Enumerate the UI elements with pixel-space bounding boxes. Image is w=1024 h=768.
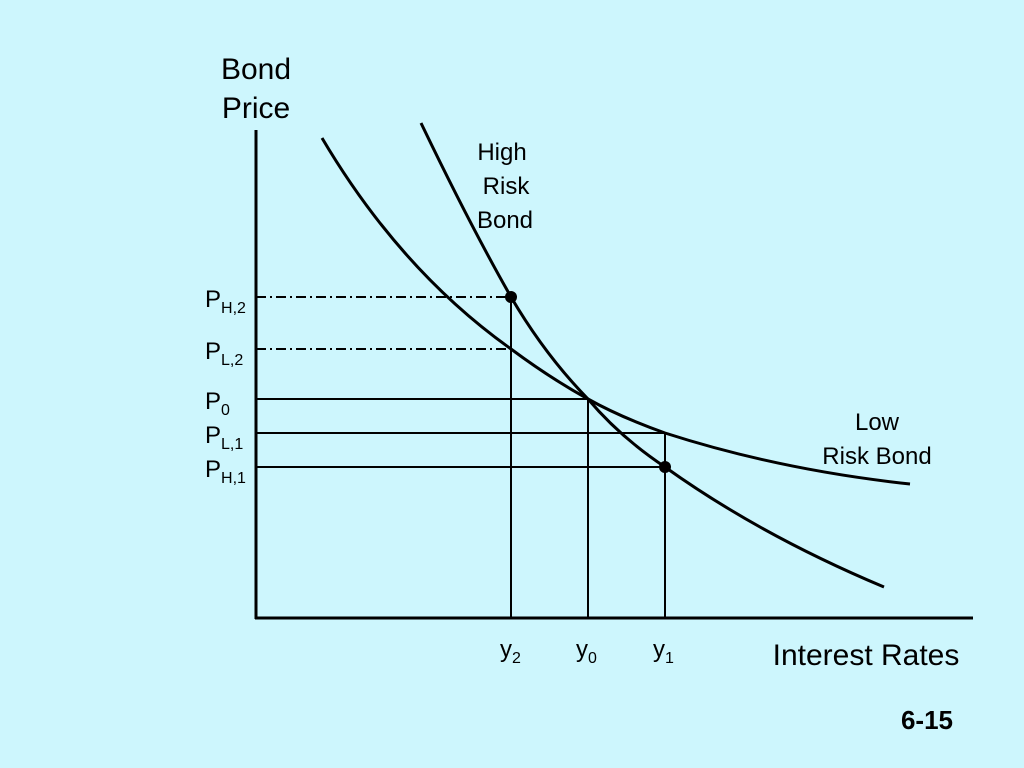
label-base: P: [205, 456, 221, 483]
label-base: y: [500, 636, 512, 663]
curve-label: Risk Bond: [822, 443, 931, 470]
label-base: P: [205, 388, 221, 415]
price-label: P0: [205, 388, 230, 419]
label-sub: 1: [665, 650, 674, 667]
curve-label: Low: [855, 409, 900, 436]
point: [659, 461, 671, 473]
rate-label: y0: [576, 636, 597, 667]
curve-label: Risk: [483, 173, 531, 200]
label-sub: H,1: [221, 470, 246, 487]
curve-label: High: [477, 139, 526, 166]
curve-label: Bond: [477, 207, 533, 234]
price-label: PL,1: [205, 422, 243, 453]
price-label: PL,2: [205, 338, 243, 369]
low-risk-curve: [320, 137, 911, 486]
label-base: P: [205, 338, 221, 365]
label-base: P: [205, 286, 221, 313]
label-base: y: [653, 636, 665, 663]
label-base: P: [205, 422, 221, 449]
point: [505, 291, 517, 303]
label-sub: 2: [512, 650, 521, 667]
guides: [256, 296, 666, 618]
rate-label: y1: [653, 636, 674, 667]
label-sub: 0: [221, 402, 230, 419]
rate-label: y2: [500, 636, 521, 667]
label-sub: L,1: [221, 436, 243, 453]
price-label: PH,2: [205, 286, 246, 317]
y-axis-title: Bond: [221, 53, 291, 86]
slide-number: 6-15: [901, 705, 953, 735]
label-sub: H,2: [221, 300, 246, 317]
label-sub: 0: [588, 650, 597, 667]
label-base: y: [576, 636, 588, 663]
x-axis-title: Interest Rates: [773, 639, 960, 672]
y-axis-title: Price: [222, 92, 290, 125]
price-label: PH,1: [205, 456, 246, 487]
label-sub: L,2: [221, 352, 243, 369]
